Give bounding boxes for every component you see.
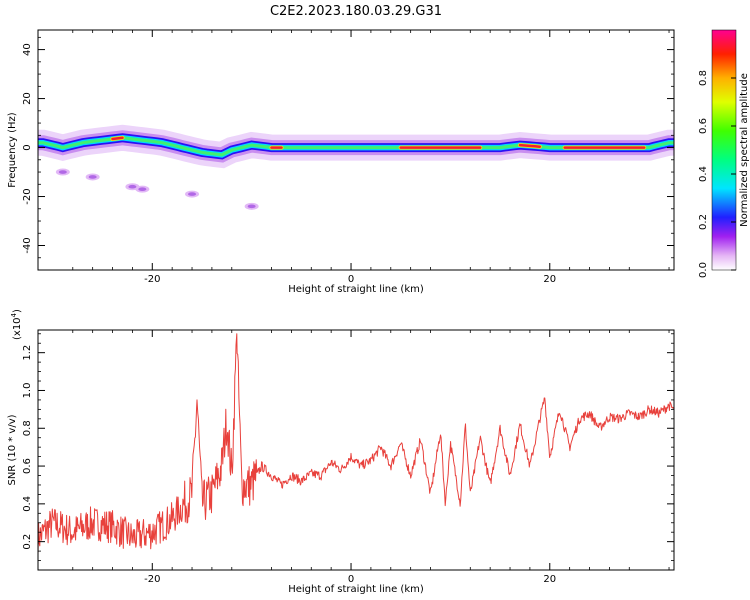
x-tick-label: 20	[543, 274, 556, 285]
colorbar-tick-label: 0.0	[698, 262, 709, 278]
snr-frame	[37, 329, 675, 571]
spectrogram-outlier-core	[138, 187, 147, 191]
spectrogram-outlier-core	[128, 184, 137, 189]
colorbar-tick-label: 0.4	[698, 166, 709, 182]
y-tick-label: 40	[22, 43, 33, 56]
y-tick-label: -40	[22, 237, 33, 253]
snr-series-line	[38, 333, 674, 555]
y-tick-label: 1.0	[22, 383, 33, 399]
x-tick-label: 0	[348, 574, 354, 585]
x-tick-label: -20	[144, 274, 160, 285]
y-tick-label: -20	[22, 188, 33, 204]
colorbar-tick-label: 0.2	[698, 214, 709, 230]
spectrogram-outlier-core	[247, 204, 256, 209]
spectrogram-heatmap	[38, 124, 674, 210]
colorbar-tick-label: 0.8	[698, 70, 709, 86]
y-tick-label: 0.8	[22, 420, 33, 436]
colorbar-gradient	[711, 29, 737, 271]
spectrogram-x-axis-label: Height of straight line (km)	[288, 284, 424, 295]
x-tick-label: -20	[144, 574, 160, 585]
spectrogram-outlier-core	[188, 192, 197, 196]
spectrogram-frame	[37, 29, 675, 271]
figure-title: C2E2.2023.180.03.29.G31	[270, 4, 442, 19]
snr-y-axis-label: SNR (10 * v/v)	[7, 414, 18, 485]
spectrogram-peak-segment	[111, 136, 124, 141]
x-tick-label: 20	[543, 574, 556, 585]
colorbar-tick-label: 0.6	[698, 118, 709, 134]
y-tick-label: 0.6	[22, 458, 33, 474]
y-tick-label: 1.2	[22, 345, 33, 361]
x-tick-label: 0	[348, 274, 354, 285]
spectrogram-ticks: -20 0 20 -40 -20 0 20 40	[22, 30, 674, 285]
spectrogram-y-axis-label: Frequency (Hz)	[7, 112, 18, 188]
y-tick-label: 0.2	[22, 534, 33, 550]
spectrogram-peak-segment	[518, 143, 542, 148]
y-tick-label: 0	[22, 144, 33, 150]
y-tick-label: 0.4	[22, 496, 33, 512]
snr-panel: -20 0 20 0.2 0.4 0.6 0.8 1.0 1.2 Height of strai…	[7, 309, 675, 595]
colorbar: 0.0 0.2 0.4 0.6 0.8 Normalized spectral ampl…	[698, 29, 750, 278]
y-tick-label: 20	[22, 92, 33, 105]
spectrogram-panel: -20 0 20 -40 -20 0 20 40 Height of straight lin…	[7, 29, 675, 295]
spectrogram-outlier-core	[58, 170, 67, 174]
snr-y-multiplier: (x104)	[10, 309, 23, 340]
spectrogram-outlier-core	[88, 175, 97, 179]
snr-x-axis-label: Height of straight line (km)	[288, 584, 424, 595]
colorbar-label: Normalized spectral amplitude	[739, 73, 750, 227]
colorbar-ticks: 0.0 0.2 0.4 0.6 0.8	[698, 70, 736, 278]
snr-ticks: -20 0 20 0.2 0.4 0.6 0.8 1.0 1.2	[22, 330, 674, 585]
